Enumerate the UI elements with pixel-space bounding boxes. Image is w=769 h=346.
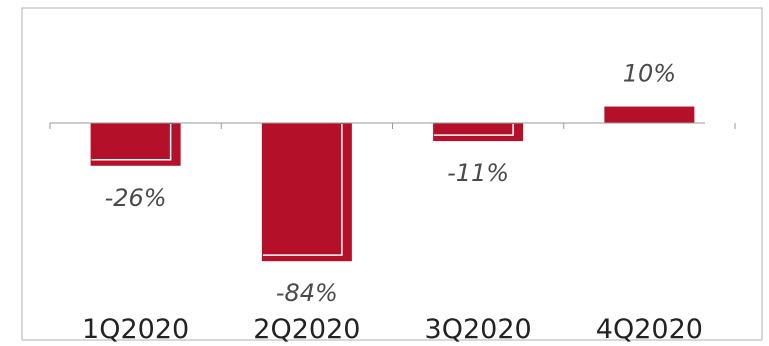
x-tick-labels-group: 1Q2020 2Q2020 3Q2020 4Q2020 [82, 314, 703, 345]
data-label-1Q2020: -26% [105, 184, 167, 212]
bar-3Q2020 [433, 123, 524, 142]
data-label-3Q2020: -11% [447, 159, 509, 187]
x-tick-label-4Q2020: 4Q2020 [596, 314, 703, 345]
x-tick-label-3Q2020: 3Q2020 [425, 314, 532, 345]
x-axis [49, 122, 736, 129]
plot-frame [21, 7, 763, 341]
bar-1Q2020 [90, 123, 181, 166]
data-label-4Q2020: 10% [623, 60, 676, 88]
bars-group [90, 106, 695, 262]
data-label-2Q2020: -84% [276, 279, 338, 307]
data-labels-group: -26% -84% -11% 10% [105, 60, 676, 308]
bar-4Q2020 [604, 106, 695, 123]
bar-inner-edge [91, 124, 172, 161]
bar-inner-edge [262, 124, 343, 256]
bar-inner-edge [434, 124, 514, 136]
x-tick-label-1Q2020: 1Q2020 [82, 314, 189, 345]
bar-2Q2020 [261, 123, 352, 262]
x-tick-label-2Q2020: 2Q2020 [253, 314, 360, 345]
